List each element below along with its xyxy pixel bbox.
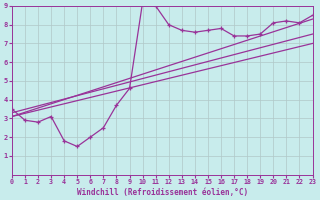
X-axis label: Windchill (Refroidissement éolien,°C): Windchill (Refroidissement éolien,°C): [77, 188, 248, 197]
